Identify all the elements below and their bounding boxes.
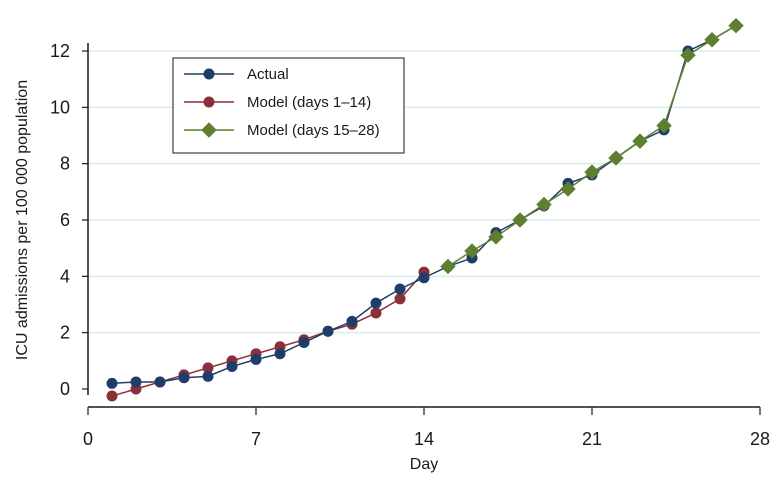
y-tick-label-6: 6: [60, 210, 70, 230]
x-tick-label-7: 7: [251, 429, 261, 449]
series-0-point-8: [274, 348, 286, 360]
series-2-point-15: [440, 258, 456, 275]
series-0-point-4: [178, 372, 190, 384]
legend-swatch-marker-2: [201, 122, 217, 138]
series-1-point-12: [370, 307, 382, 319]
legend-item-1: Model (days 1–14): [184, 94, 371, 111]
y-axis-title: ICU admissions per 100 000 population: [14, 80, 31, 360]
legend-items: Actual Model (days 1–14) Model (days 15–28…: [184, 66, 380, 139]
y-tick-label-8: 8: [60, 154, 70, 174]
tick-labels: 0 2 4 6 8 10 12 0 7 14 21 28: [50, 41, 770, 449]
series-1-point-1: [106, 390, 118, 402]
legend-label-0: Actual: [247, 66, 289, 83]
series-2-point-25: [680, 47, 696, 63]
series-2-point-21: [584, 164, 600, 180]
series-0-point-10: [322, 325, 334, 337]
series-2-point-23: [632, 133, 648, 149]
series-1-point-13: [394, 293, 406, 305]
series-1-point-5: [202, 362, 214, 374]
y-tick-label-12: 12: [50, 41, 70, 61]
series-2-point-18: [512, 212, 528, 228]
series-0-point-3: [154, 376, 166, 388]
series-0-point-12: [370, 297, 382, 309]
series-0-point-14: [418, 272, 430, 284]
series-2-point-22: [608, 150, 624, 166]
legend-swatch-marker-1: [203, 96, 215, 108]
legend-item-0: Actual: [184, 66, 289, 83]
series-2-point-17: [488, 229, 504, 245]
series-2-point-20: [560, 181, 576, 197]
y-tick-label-4: 4: [60, 266, 70, 286]
series-0-point-11: [346, 315, 358, 327]
legend-label-2: Model (days 15–28): [247, 122, 380, 139]
series-0-point-13: [394, 283, 406, 295]
legend-item-2: Model (days 15–28): [184, 122, 380, 139]
series-0-point-6: [226, 360, 238, 372]
series-2-point-27: [728, 17, 744, 34]
series-2: [440, 17, 744, 275]
series-2-point-24: [656, 117, 672, 134]
legend: Actual Model (days 1–14) Model (days 15–28…: [172, 57, 405, 154]
series-2-point-16: [464, 243, 480, 259]
x-tick-label-21: 21: [582, 429, 602, 449]
series-2-point-19: [536, 196, 552, 213]
y-tick-label-10: 10: [50, 97, 70, 117]
series-0-point-1: [106, 377, 118, 389]
x-tick-label-28: 28: [750, 429, 770, 449]
series-0-point-2: [130, 376, 142, 388]
x-tick-label-14: 14: [414, 429, 434, 449]
series-2-point-26: [704, 32, 720, 48]
x-axis-title: Day: [410, 456, 438, 473]
data-series: [106, 17, 744, 402]
series-0-point-5: [202, 370, 214, 382]
y-tick-label-2: 2: [60, 323, 70, 343]
series-0-point-9: [298, 337, 310, 349]
x-tick-label-0: 0: [83, 429, 93, 449]
legend-label-1: Model (days 1–14): [247, 94, 371, 111]
legend-swatch-marker-0: [203, 68, 215, 80]
y-tick-label-0: 0: [60, 379, 70, 399]
series-0-point-7: [250, 353, 262, 365]
